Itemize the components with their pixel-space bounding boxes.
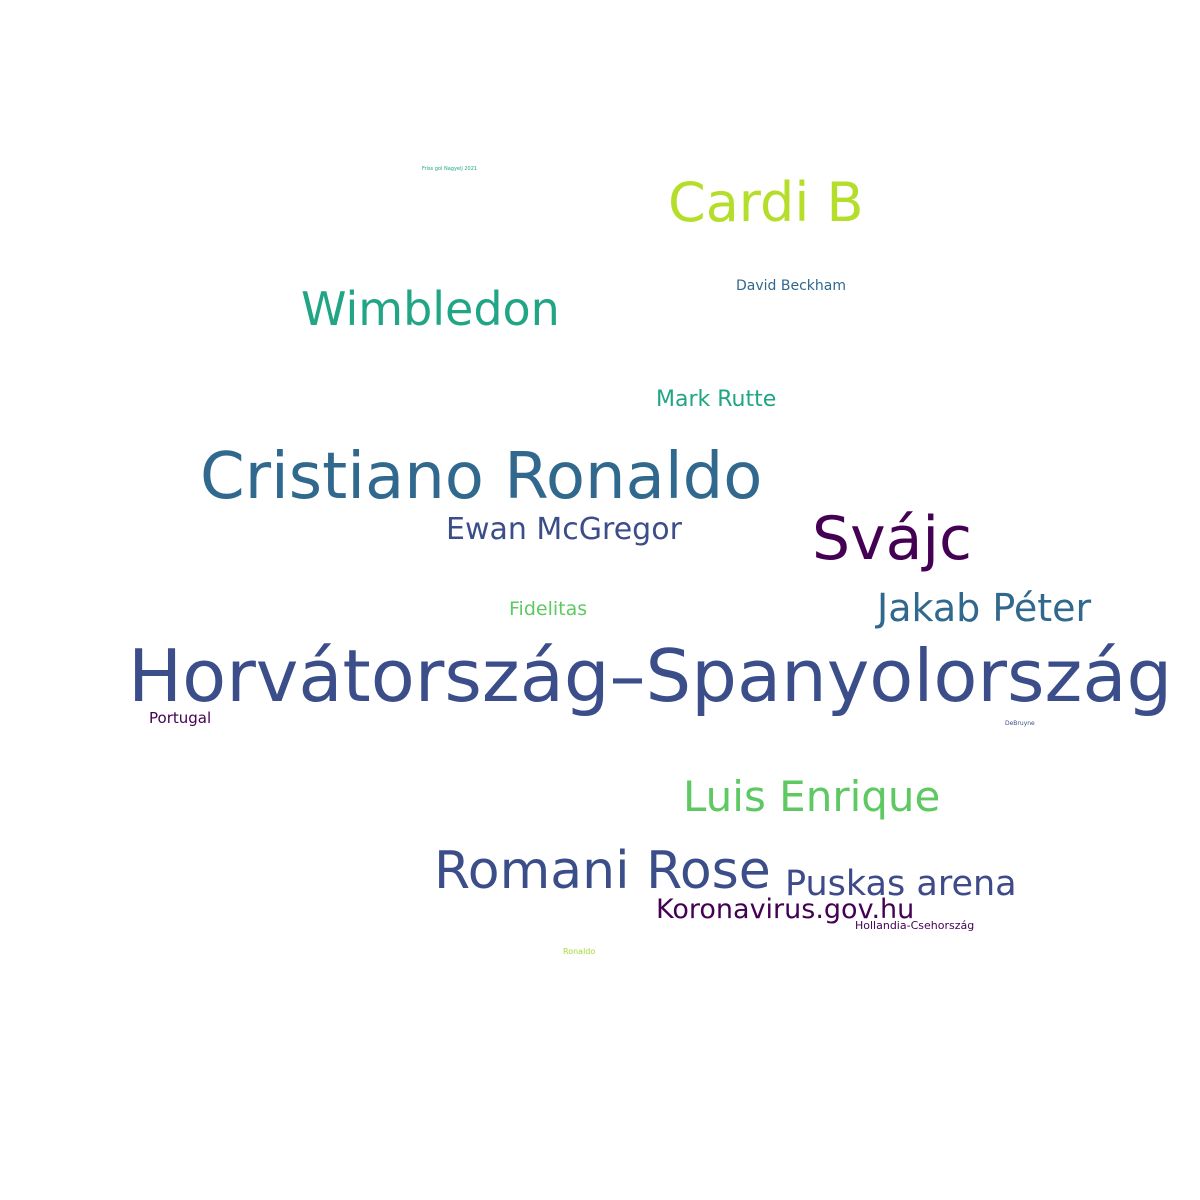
word-luis-enrique: Luis Enrique (683, 772, 941, 821)
word-wimbledon: Wimbledon (301, 282, 560, 336)
word-mark-rutte: Mark Rutte (656, 387, 777, 412)
word-portugal: Portugal (149, 709, 212, 727)
word-david-beckham: David Beckham (736, 278, 846, 294)
word-svajc: Svájc (812, 504, 973, 574)
word-romani-rose: Romani Rose (434, 841, 771, 901)
word-fidelitas: Fidelitas (509, 598, 588, 620)
word-koronavirus-gov-hu: Koronavirus.gov.hu (656, 894, 915, 925)
word-horvatorszag-spanyolorszag: Horvátország–Spanyolország (128, 634, 1173, 718)
word-jakab-peter: Jakab Péter (877, 586, 1092, 630)
word-cristiano-ronaldo: Cristiano Ronaldo (200, 440, 763, 514)
word-debruyne: DeBruyne (1005, 720, 1035, 727)
word-puskas-arena: Puskas arena (785, 864, 1017, 904)
word-friss-gol: Friss gol Nagyelj 2021 (422, 166, 478, 172)
word-hollandia-csehorszag: Hollandia-Csehország (855, 919, 975, 932)
word-ewan-mcgregor: Ewan McGregor (446, 512, 682, 547)
word-cardi-b: Cardi B (668, 171, 864, 234)
word-ronaldo: Ronaldo (563, 947, 596, 956)
